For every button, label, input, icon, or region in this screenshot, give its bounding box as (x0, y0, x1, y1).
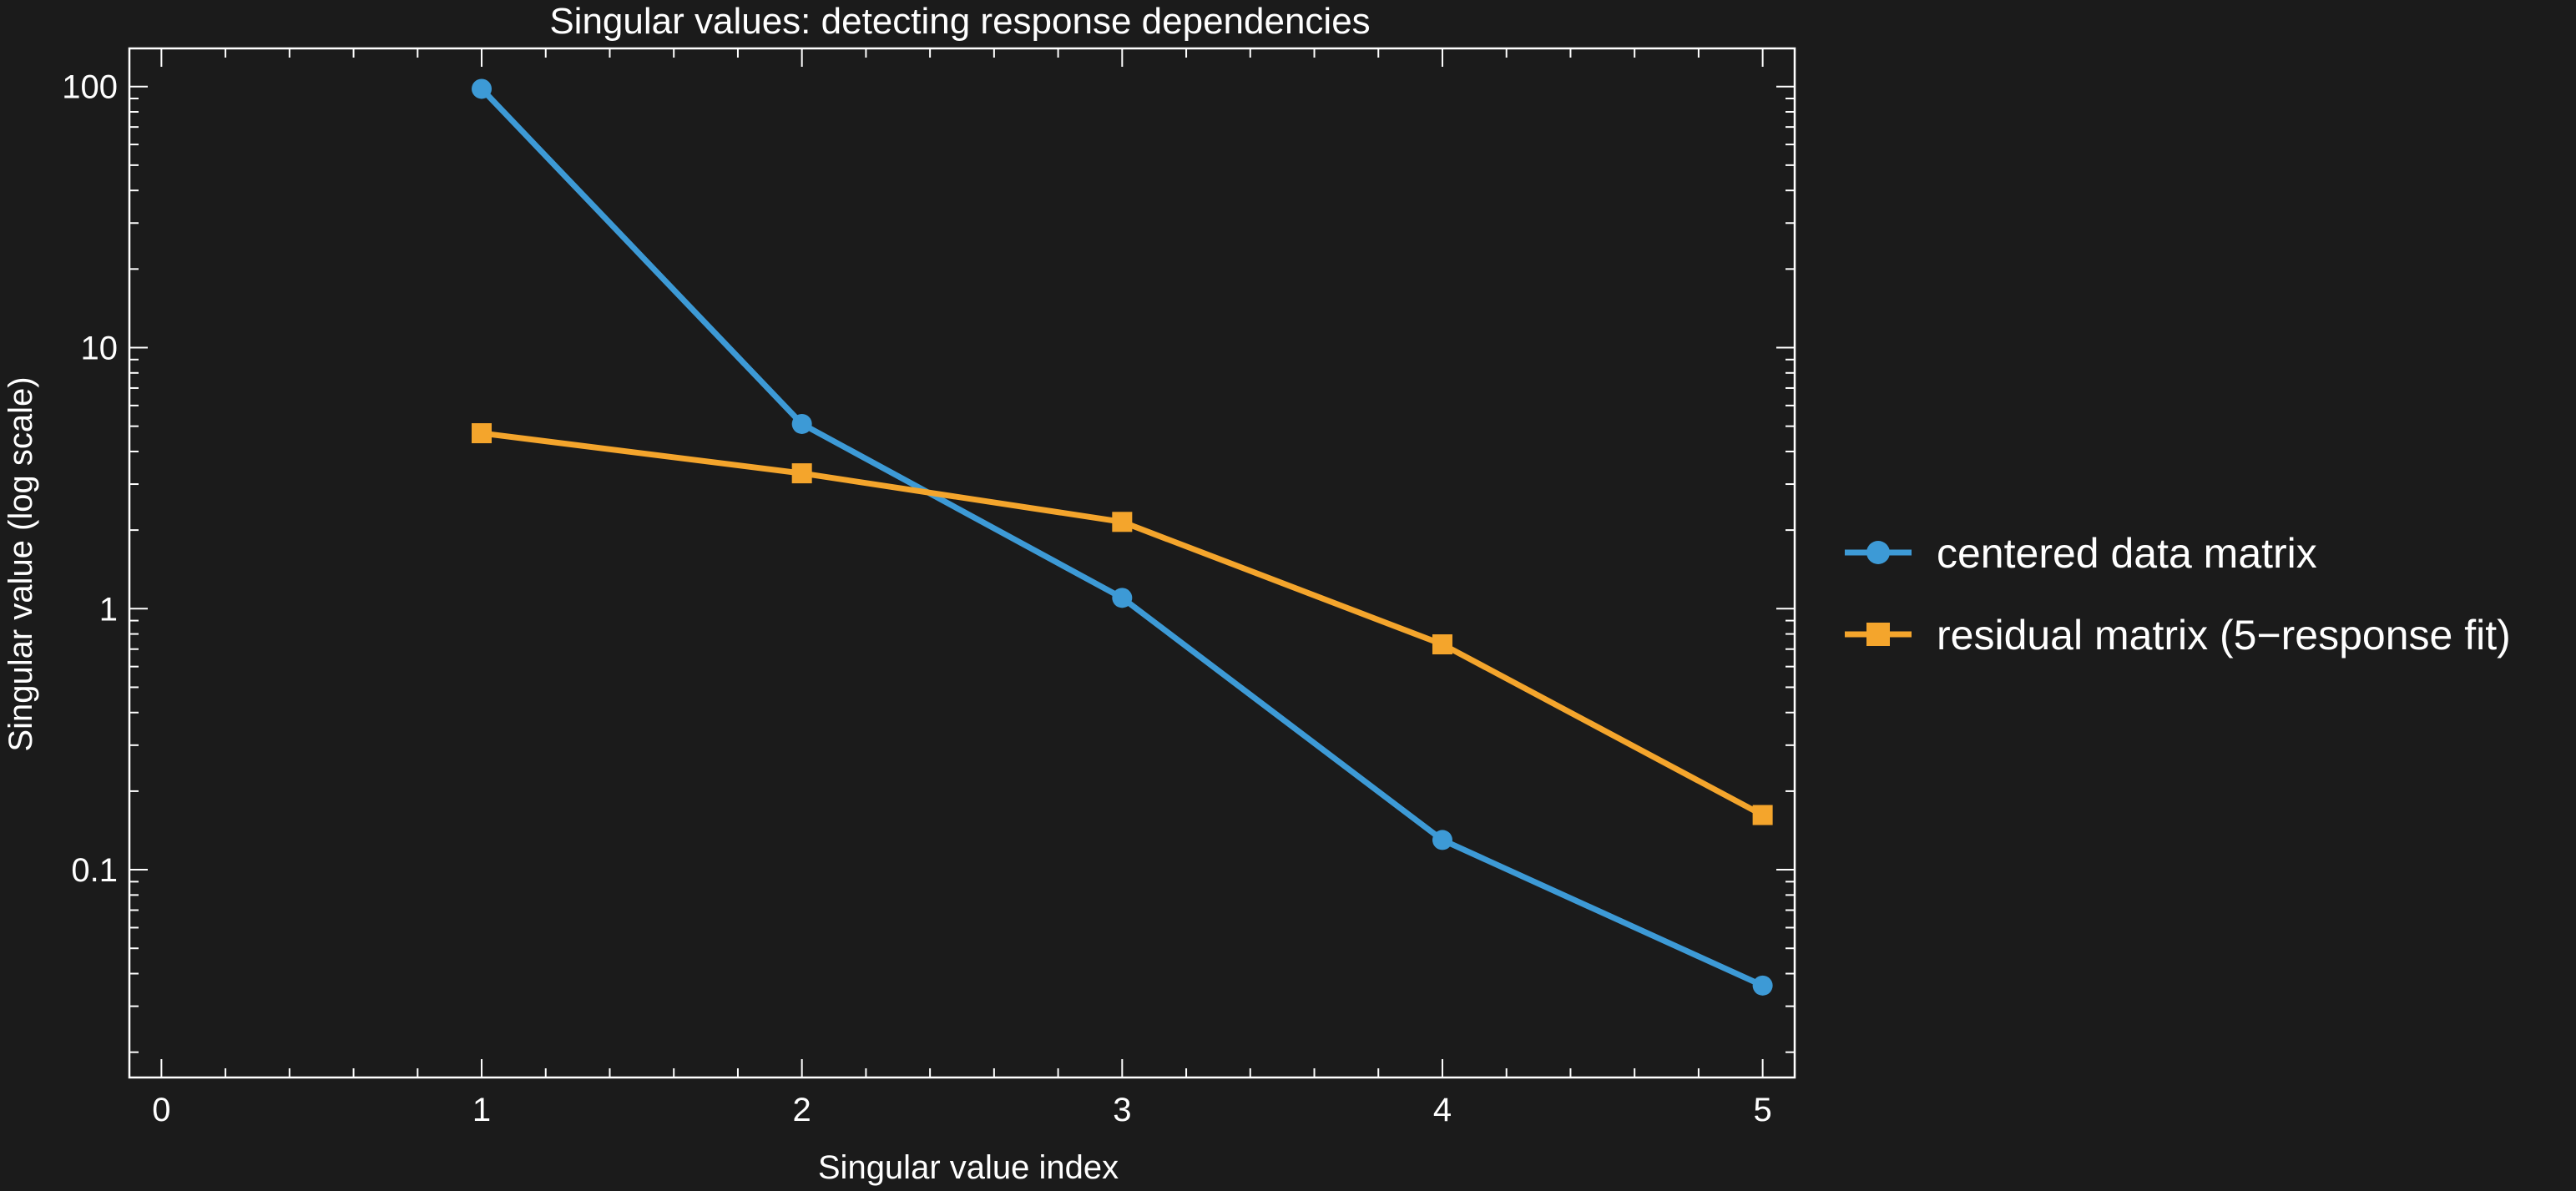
legend-label: residual matrix (5−response fit) (1937, 612, 2511, 659)
plot-area: 0 1 2 3 4 5 0.1 1 10 100 (62, 47, 1796, 1128)
x-axis-label: Singular value index (818, 1149, 1119, 1186)
y-tick-label: 1 (99, 591, 118, 628)
y-tick-label: 0.1 (71, 852, 118, 889)
data-point-square (1752, 805, 1773, 825)
legend-marker-square (1866, 623, 1890, 646)
legend-label: centered data matrix (1937, 530, 2317, 577)
plot-frame (128, 47, 1796, 1079)
data-point-square (1432, 634, 1452, 655)
chart-title: Singular values: detecting response depe… (549, 1, 1370, 42)
y-tick-label: 100 (62, 69, 118, 106)
data-point-square (472, 423, 492, 444)
x-tick-label: 0 (152, 1092, 170, 1128)
data-point-circle (472, 78, 492, 99)
x-tick-label: 5 (1754, 1092, 1772, 1128)
x-tick-label: 4 (1433, 1092, 1452, 1128)
data-point-circle (1112, 588, 1133, 608)
data-point-square (791, 463, 812, 484)
data-point-circle (791, 413, 812, 434)
data-point-circle (1432, 830, 1452, 850)
data-point-square (1112, 512, 1133, 532)
y-axis-label: Singular value (log scale) (3, 376, 39, 751)
y-tick-label: 10 (81, 330, 119, 366)
legend: centered data matrix residual matrix (5−r… (1845, 530, 2511, 659)
x-tick-label: 3 (1113, 1092, 1131, 1128)
legend-marker-circle (1866, 541, 1890, 564)
data-point-circle (1752, 975, 1773, 996)
x-tick-label: 2 (793, 1092, 811, 1128)
x-tick-label: 1 (472, 1092, 491, 1128)
